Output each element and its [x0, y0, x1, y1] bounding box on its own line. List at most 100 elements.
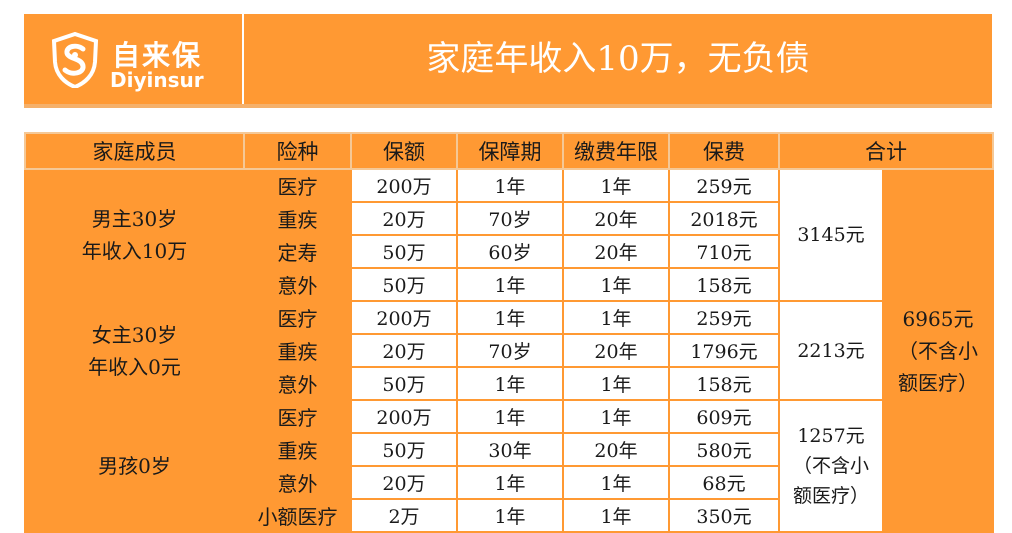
table-row: 定寿 50万 60岁 20年 710元: [25, 234, 993, 269]
payment-years-cell: 20年: [562, 234, 670, 269]
coverage-cell: 20万: [350, 465, 458, 500]
term-cell: 1年: [456, 498, 564, 533]
table-row: 女主30岁 年收入0元 医疗 200万 1年 1年 259元 2213元: [24, 300, 993, 401]
insurance-type-cell: 医疗: [243, 168, 352, 203]
premium-cell: 350元: [668, 498, 780, 533]
logo: 自来保 Diyinsur: [24, 14, 244, 104]
payment-years-cell: 1年: [562, 465, 670, 500]
grand-total-cell: 6965元 （不含小额医疗）: [882, 168, 994, 533]
header-banner: 自来保 Diyinsur 家庭年收入10万，无负债: [24, 14, 992, 104]
payment-years-cell: 1年: [562, 498, 670, 533]
member-line: 年收入0元: [88, 354, 181, 379]
table-row: 男主30岁 年收入10万 医疗 200万 1年 1年 259元 3145元 6965元 （不含小额…: [24, 168, 994, 533]
subtotal-cell: 1257元 （不含小额医疗）: [778, 399, 884, 533]
payment-years-cell: 20年: [562, 333, 670, 368]
premium-cell: 68元: [668, 465, 780, 500]
term-cell: 1年: [456, 168, 564, 203]
table-row: 重疾 50万 30年 20年 580元: [25, 432, 993, 467]
table-row: 意外 50万 1年 1年 158元: [25, 267, 993, 302]
subtotal-cell: 2213元: [778, 300, 884, 401]
payment-years-cell: 20年: [562, 432, 670, 467]
banner-divider: [24, 104, 992, 108]
coverage-cell: 50万: [350, 432, 458, 467]
table-row: 男孩0岁 医疗 200万 1年 1年 609元 1257元 （不含小 额医疗）: [24, 399, 993, 533]
coverage-cell: 50万: [350, 366, 458, 401]
table-row: 意外 50万 1年 1年 158元: [25, 366, 993, 401]
term-cell: 1年: [456, 300, 564, 335]
premium-cell: 158元: [668, 366, 780, 401]
term-cell: 1年: [456, 465, 564, 500]
insurance-plan-table: 家庭成员 险种 保额 保障期 缴费年限 保费 合计 男主30岁 年收入10万 医疗 2…: [24, 132, 994, 533]
member-line: 男孩0岁: [98, 454, 171, 478]
header-member: 家庭成员: [24, 132, 245, 170]
logo-chinese-name: 自来保: [112, 39, 203, 72]
insurance-type-cell: 意外: [243, 267, 352, 302]
term-cell: 1年: [456, 399, 564, 434]
subtotal-line: 1257元: [797, 425, 865, 447]
insurance-type-cell: 小额医疗: [243, 498, 352, 533]
coverage-cell: 20万: [350, 201, 458, 236]
premium-cell: 710元: [668, 234, 780, 269]
table-row: 重疾 20万 70岁 20年 1796元: [25, 333, 993, 368]
grand-total-line: 额医疗）: [898, 370, 978, 395]
member-cell: 男主30岁年收入10万: [24, 168, 245, 302]
subtotal-line: 3145元: [797, 224, 865, 246]
payment-years-cell: 1年: [562, 300, 670, 335]
coverage-cell: 50万: [350, 234, 458, 269]
table-header-row: 家庭成员 险种 保额 保障期 缴费年限 保费 合计: [24, 132, 994, 170]
term-cell: 1年: [456, 366, 564, 401]
term-cell: 60岁: [456, 234, 564, 269]
header-premium: 保费: [668, 132, 780, 170]
subtotal-line: 额医疗）: [792, 485, 869, 507]
logo-english-name: Diyinsur: [110, 68, 204, 92]
coverage-cell: 20万: [350, 333, 458, 368]
term-cell: 70岁: [456, 201, 564, 236]
insurance-type-cell: 重疾: [243, 201, 352, 236]
premium-cell: 158元: [668, 267, 780, 302]
subtotal-line: 2213元: [797, 339, 865, 362]
shield-s-icon: [51, 32, 99, 88]
table-row: 重疾 20万 70岁 20年 2018元: [25, 201, 993, 236]
coverage-cell: 200万: [350, 399, 458, 434]
insurance-type-cell: 医疗: [243, 399, 352, 434]
subtotal-cell: 3145元: [778, 168, 884, 302]
member-cell: 女主30岁年收入0元: [24, 300, 245, 401]
coverage-cell: 200万: [350, 168, 458, 203]
premium-cell: 609元: [668, 399, 780, 434]
payment-years-cell: 20年: [562, 201, 670, 236]
member-line: 年收入10万: [81, 239, 188, 263]
insurance-type-cell: 定寿: [243, 234, 352, 269]
header-insurance-type: 险种: [243, 132, 352, 170]
premium-cell: 259元: [668, 300, 780, 335]
header-term: 保障期: [456, 132, 564, 170]
subtotal-line: （不含小: [792, 455, 869, 477]
member-line: 男主30岁: [91, 207, 178, 231]
header-coverage: 保额: [350, 132, 458, 170]
grand-total-line: （不含小: [898, 338, 978, 363]
coverage-cell: 200万: [350, 300, 458, 335]
insurance-type-cell: 意外: [243, 366, 352, 401]
term-cell: 70岁: [456, 333, 564, 368]
premium-cell: 259元: [668, 168, 780, 203]
coverage-cell: 50万: [350, 267, 458, 302]
member-cell: 男孩0岁: [24, 399, 245, 533]
table-row: 意外 20万 1年 1年 68元: [25, 465, 993, 500]
coverage-cell: 2万: [350, 498, 458, 533]
header-payment-years: 缴费年限: [562, 132, 670, 170]
premium-cell: 580元: [668, 432, 780, 467]
page-title: 家庭年收入10万，无负债: [426, 39, 810, 79]
header-total: 合计: [778, 132, 994, 170]
grand-total-line: 6965元: [902, 306, 974, 331]
table-row: 小额医疗 2万 1年 1年 350元: [25, 498, 993, 533]
member-line: 女主30岁: [91, 322, 178, 347]
insurance-type-cell: 重疾: [243, 333, 352, 368]
payment-years-cell: 1年: [562, 267, 670, 302]
insurance-type-cell: 意外: [243, 465, 352, 500]
insurance-type-cell: 重疾: [243, 432, 352, 467]
term-cell: 30年: [456, 432, 564, 467]
premium-cell: 1796元: [668, 333, 780, 368]
term-cell: 1年: [456, 267, 564, 302]
premium-cell: 2018元: [668, 201, 780, 236]
payment-years-cell: 1年: [562, 168, 670, 203]
payment-years-cell: 1年: [562, 366, 670, 401]
